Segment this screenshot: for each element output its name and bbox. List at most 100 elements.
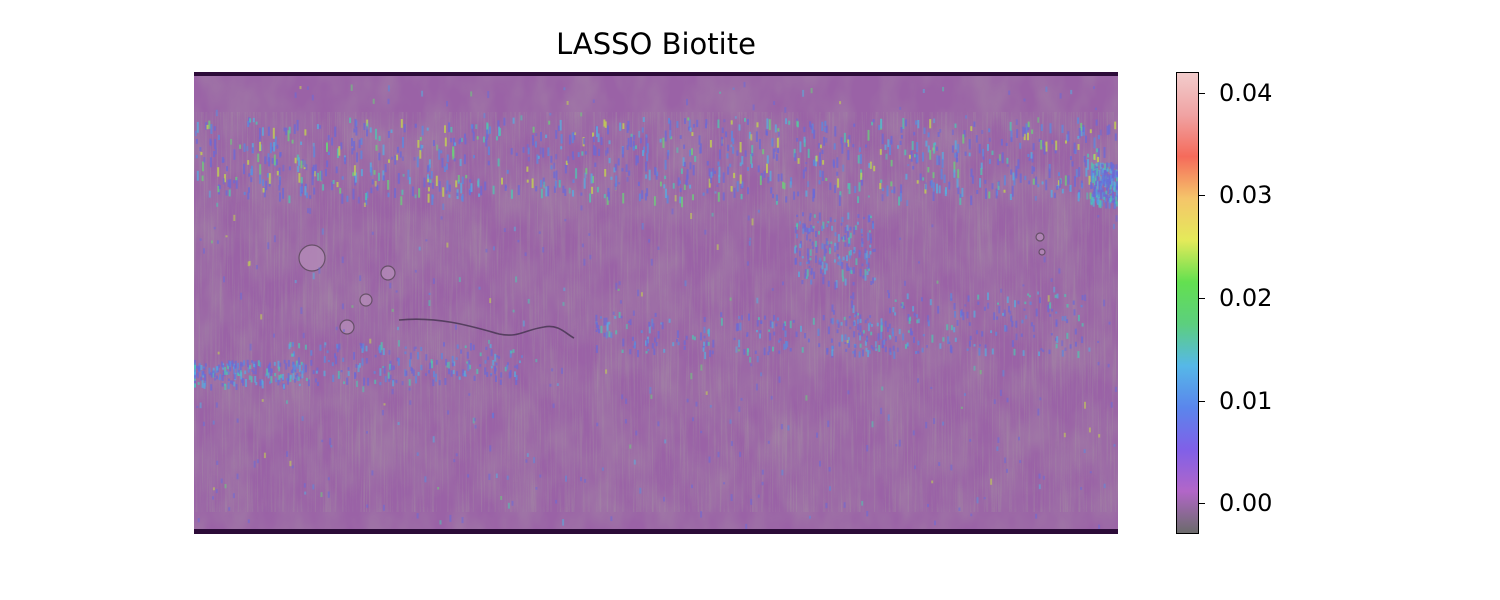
abundance-pixel	[824, 127, 827, 133]
abundance-pixel	[573, 132, 576, 141]
abundance-pixel	[228, 189, 231, 197]
abundance-pixel	[810, 279, 813, 285]
abundance-pixel	[1095, 188, 1098, 196]
abundance-pixel	[930, 386, 933, 390]
abundance-pixel	[807, 338, 810, 343]
abundance-pixel	[722, 192, 725, 201]
abundance-pixel	[421, 90, 424, 97]
abundance-pixel	[877, 333, 880, 339]
abundance-pixel	[804, 272, 807, 279]
abundance-pixel	[227, 364, 229, 370]
abundance-pixel	[369, 338, 372, 344]
abundance-pixel	[1011, 340, 1014, 348]
abundance-pixel	[608, 321, 611, 325]
abundance-pixel	[382, 144, 385, 156]
abundance-pixel	[240, 292, 243, 300]
abundance-pixel	[200, 152, 203, 156]
abundance-pixel	[463, 370, 466, 377]
abundance-pixel	[512, 309, 515, 313]
abundance-pixel	[988, 191, 991, 199]
abundance-pixel	[1055, 343, 1058, 349]
abundance-pixel	[416, 452, 419, 456]
abundance-pixel	[931, 480, 934, 484]
abundance-pixel	[719, 91, 722, 94]
abundance-pixel	[836, 319, 839, 324]
abundance-pixel	[300, 307, 303, 314]
abundance-pixel	[772, 346, 774, 352]
abundance-pixels	[194, 81, 1118, 530]
abundance-pixel	[814, 240, 817, 247]
abundance-pixel	[804, 333, 807, 339]
abundance-pixel	[336, 182, 339, 188]
abundance-pixel	[1039, 297, 1041, 304]
abundance-pixel	[232, 493, 235, 499]
abundance-pixel	[891, 189, 894, 193]
abundance-pixel	[892, 331, 894, 337]
abundance-pixel	[709, 174, 712, 184]
abundance-pixel	[222, 370, 225, 377]
abundance-pixel	[278, 192, 281, 202]
abundance-pixel	[382, 366, 385, 369]
abundance-pixel	[838, 342, 841, 347]
abundance-pixel	[1055, 140, 1058, 151]
abundance-pixel	[561, 367, 563, 374]
abundance-pixel	[480, 185, 483, 196]
abundance-pixel	[718, 166, 721, 178]
abundance-pixel	[842, 256, 845, 261]
abundance-pixel	[1077, 351, 1080, 358]
abundance-pixel	[996, 446, 999, 452]
abundance-pixel	[848, 237, 851, 244]
abundance-pixel	[665, 188, 667, 199]
abundance-pixel	[1081, 323, 1084, 327]
abundance-pixel	[1017, 300, 1020, 305]
abundance-pixel	[966, 311, 969, 319]
abundance-pixel	[220, 361, 223, 367]
abundance-pixel	[312, 370, 315, 375]
abundance-pixel	[408, 379, 411, 386]
abundance-pixel	[495, 375, 497, 382]
abundance-pixel	[1069, 184, 1072, 192]
abundance-pixel	[751, 145, 754, 156]
abundance-pixel	[354, 118, 357, 128]
abundance-pixel	[1003, 309, 1006, 317]
abundance-pixel	[437, 487, 440, 490]
abundance-pixel	[294, 369, 297, 373]
abundance-pixel	[756, 330, 758, 333]
abundance-pixel	[813, 188, 816, 197]
colorbar-tick	[1199, 503, 1205, 505]
abundance-pixel	[1000, 139, 1003, 146]
abundance-pixel	[900, 135, 903, 139]
abundance-pixel	[366, 504, 369, 508]
abundance-pixel	[277, 380, 280, 386]
abundance-pixel	[343, 381, 346, 384]
abundance-pixel	[216, 375, 218, 380]
abundance-pixel	[224, 383, 226, 386]
abundance-pixel	[273, 235, 276, 243]
abundance-pixel	[444, 378, 447, 385]
abundance-pixel	[730, 144, 733, 148]
abundance-pixel	[767, 351, 770, 356]
abundance-pixel	[803, 228, 806, 232]
abundance-pixel	[859, 314, 862, 320]
abundance-pixel	[470, 91, 473, 97]
abundance-pixel	[203, 383, 206, 389]
abundance-pixel	[872, 347, 875, 351]
abundance-pixel	[1090, 183, 1093, 189]
abundance-pixel	[1013, 176, 1016, 186]
abundance-pixel	[332, 180, 335, 184]
abundance-pixel	[496, 355, 499, 358]
abundance-pixel	[1042, 475, 1045, 480]
abundance-pixel	[966, 348, 969, 351]
abundance-pixel	[809, 216, 812, 222]
abundance-pixel	[438, 148, 441, 160]
abundance-pixel	[562, 185, 565, 194]
abundance-pixel	[564, 218, 567, 222]
abundance-pixel	[500, 496, 503, 500]
abundance-pixel	[850, 295, 853, 299]
abundance-pixel	[997, 180, 1000, 186]
abundance-pixel	[535, 133, 538, 137]
abundance-pixel	[457, 175, 460, 182]
abundance-pixel	[993, 399, 996, 405]
abundance-pixel	[545, 186, 548, 197]
abundance-pixel	[637, 350, 639, 358]
